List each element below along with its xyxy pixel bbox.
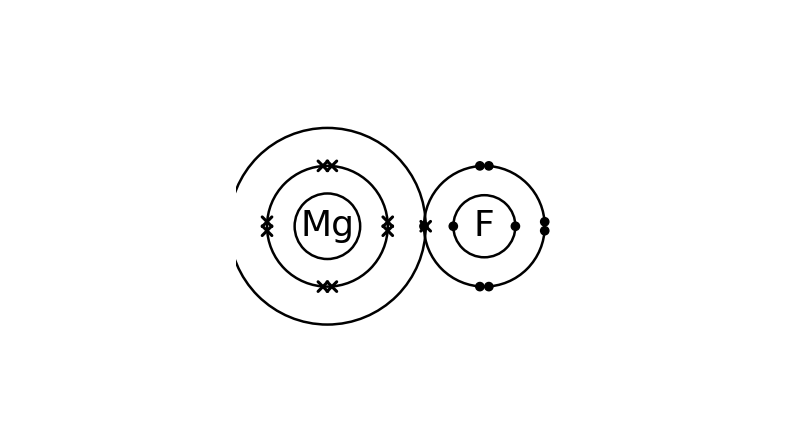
Circle shape: [511, 222, 520, 230]
Circle shape: [420, 222, 428, 230]
Text: F: F: [474, 209, 495, 243]
Circle shape: [485, 283, 493, 291]
Circle shape: [540, 227, 549, 235]
Text: Mg: Mg: [300, 209, 355, 243]
Circle shape: [476, 283, 484, 291]
Circle shape: [540, 218, 549, 226]
Circle shape: [450, 222, 457, 230]
Circle shape: [485, 162, 493, 170]
Circle shape: [476, 162, 484, 170]
